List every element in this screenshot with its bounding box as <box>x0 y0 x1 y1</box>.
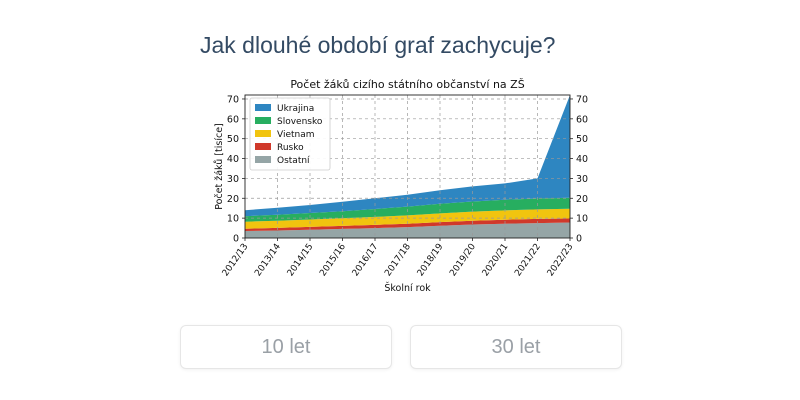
x-tick-label: 2017/18 <box>383 242 413 279</box>
legend-swatch-ostatní <box>255 156 271 163</box>
x-tick-label: 2014/15 <box>286 242 316 278</box>
y-tick-label-right: 50 <box>576 134 588 145</box>
y-tick-label-left: 20 <box>227 194 239 205</box>
x-tick-label: 2018/19 <box>416 242 446 279</box>
area-ukrajina <box>245 95 570 217</box>
area-ostatní <box>245 222 570 238</box>
y-tick-label-right: 70 <box>576 94 588 105</box>
question-title: Jak dlouhé období graf zachycuje? <box>200 32 556 58</box>
y-tick-label-right: 0 <box>576 234 582 245</box>
y-tick-label-left: 40 <box>227 154 239 165</box>
answer-button-10-let[interactable]: 10 let <box>180 325 392 369</box>
y-tick-label-right: 30 <box>576 174 588 185</box>
y-tick-label-left: 10 <box>227 214 239 225</box>
y-tick-label-left: 50 <box>227 134 239 145</box>
legend-swatch-vietnam <box>255 130 271 137</box>
y-tick-label-left: 70 <box>227 94 239 105</box>
legend-label-ukrajina: Ukrajina <box>277 104 314 114</box>
x-tick-label: 2013/14 <box>253 242 283 279</box>
y-tick-label-left: 60 <box>227 114 239 125</box>
x-tick-label: 2021/22 <box>513 242 543 278</box>
x-tick-label: 2012/13 <box>221 242 251 278</box>
legend-label-ostatní: Ostatní <box>277 156 310 166</box>
legend-swatch-slovensko <box>255 117 271 124</box>
x-tick-label: 2022/23 <box>546 242 576 278</box>
legend-label-vietnam: Vietnam <box>277 130 315 140</box>
x-tick-label: 2019/20 <box>448 242 478 279</box>
y-tick-label-right: 40 <box>576 154 588 165</box>
x-tick-label: 2020/21 <box>481 242 511 278</box>
y-axis-label: Počet žáků [tisíce] <box>214 123 225 210</box>
area-rusko <box>245 218 570 231</box>
y-tick-label-right: 60 <box>576 114 588 125</box>
area-vietnam <box>245 208 570 229</box>
x-axis-label: Školní rok <box>384 282 431 294</box>
y-tick-label-left: 0 <box>233 234 239 245</box>
legend-label-slovensko: Slovensko <box>277 117 323 127</box>
answer-button-30-let[interactable]: 30 let <box>410 325 622 369</box>
y-tick-label-right: 10 <box>576 214 588 225</box>
legend-box <box>249 97 331 171</box>
x-tick-label: 2015/16 <box>318 242 348 279</box>
x-tick-label: 2016/17 <box>351 242 381 278</box>
y-tick-label-right: 20 <box>576 194 588 205</box>
chart-title: Počet žáků cizího státního občanství na … <box>290 78 524 91</box>
legend-swatch-rusko <box>255 143 271 150</box>
y-tick-label-left: 30 <box>227 174 239 185</box>
legend-label-rusko: Rusko <box>277 143 304 153</box>
legend-swatch-ukrajina <box>255 104 271 111</box>
